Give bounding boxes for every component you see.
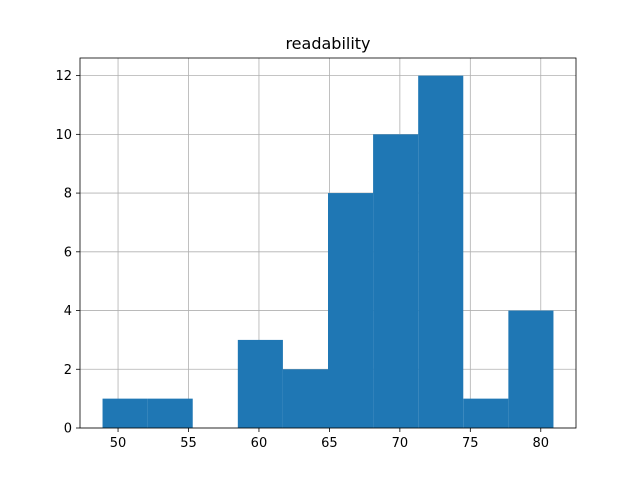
y-tick-label: 12 [55,69,72,84]
histogram-bar [328,193,374,428]
histogram-bars [102,75,554,428]
axes-frame [79,57,577,429]
y-tick-label: 10 [55,128,72,143]
x-tick-label: 60 [251,436,268,451]
chart-title: readability [285,34,370,53]
y-tick-label: 0 [64,422,72,437]
y-tick-label: 2 [64,363,72,378]
histogram-bar [373,134,419,428]
histogram-bar [508,310,554,428]
histogram-bar [237,339,283,428]
y-axis: 0 2 4 6 8 10 12 [55,69,80,437]
y-tick-label: 6 [64,245,72,260]
histogram-bar [418,75,464,428]
histogram-bar [463,398,509,428]
x-tick-label: 80 [532,436,549,451]
x-tick-label: 65 [321,436,338,451]
histogram-bar [147,398,193,428]
x-tick-label: 55 [180,436,197,451]
histogram-bar [102,398,148,428]
x-tick-label: 70 [392,436,409,451]
x-axis: 50 55 60 65 70 75 80 [110,428,549,451]
x-tick-label: 75 [462,436,479,451]
y-tick-label: 8 [64,187,72,202]
x-tick-label: 50 [110,436,127,451]
histogram-bar [282,369,328,428]
y-tick-label: 4 [64,304,72,319]
